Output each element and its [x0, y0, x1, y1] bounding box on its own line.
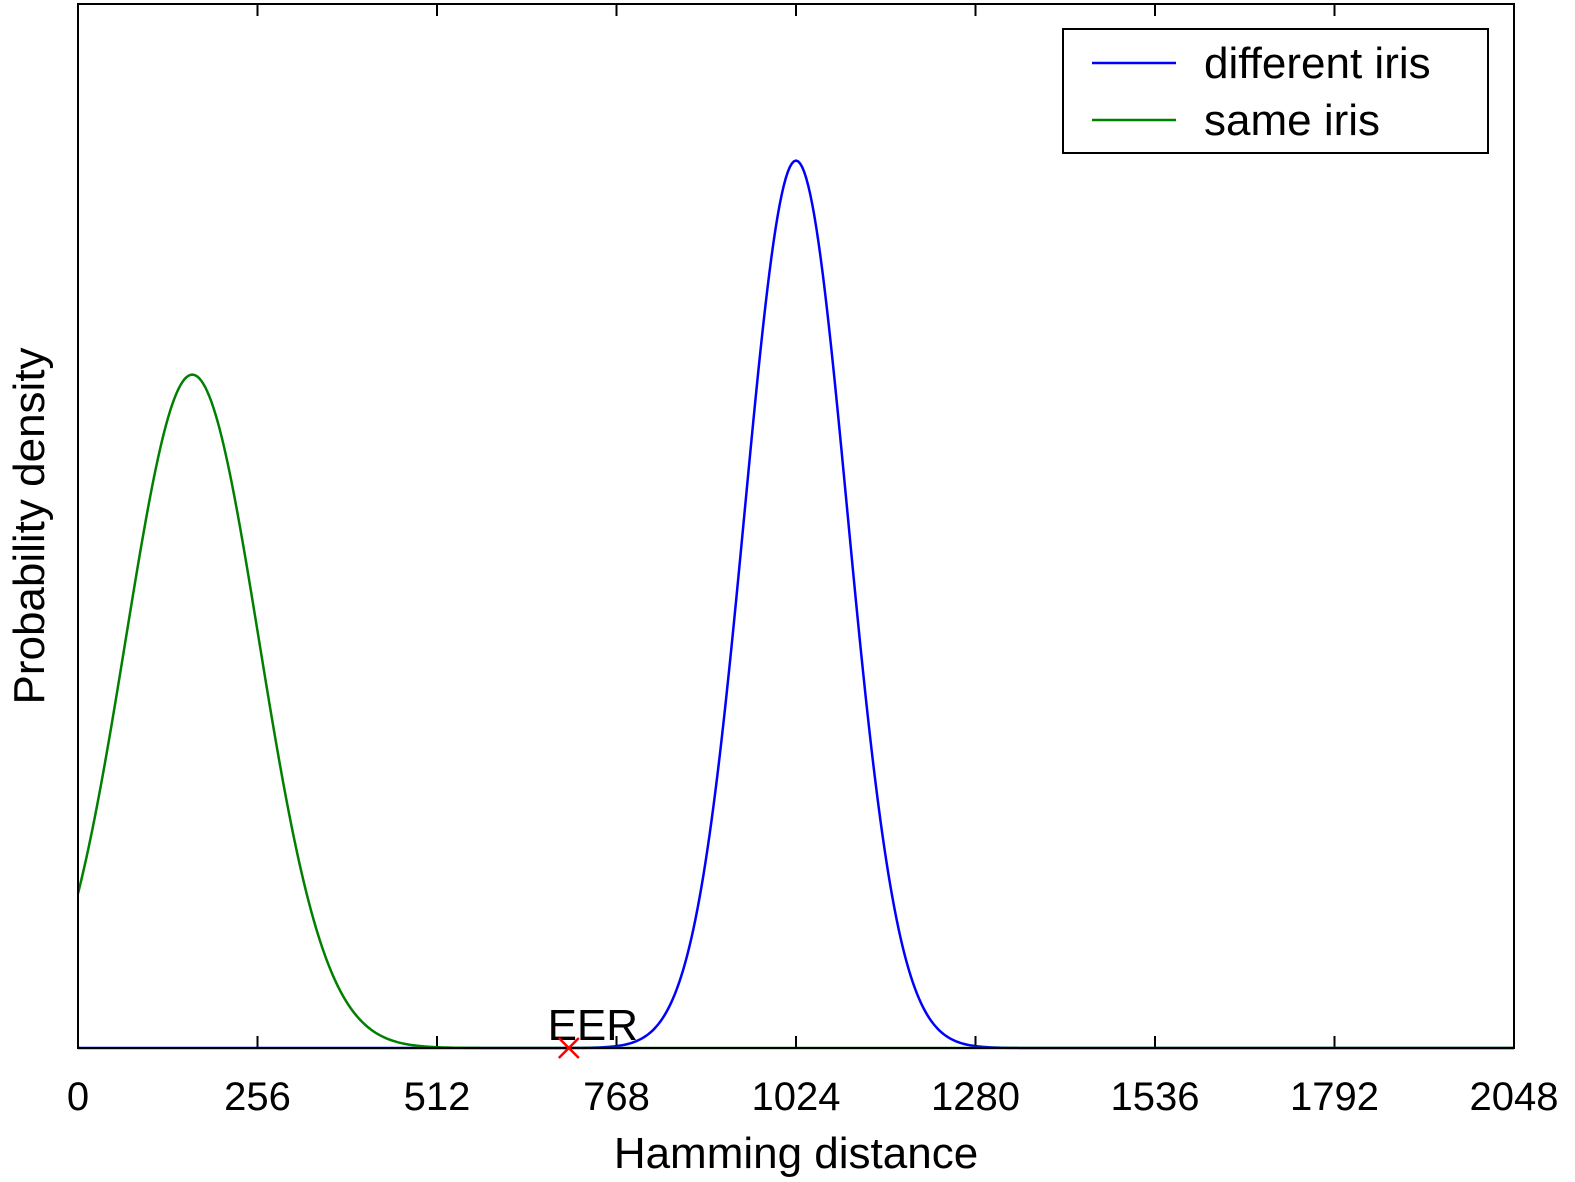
- x-tick-label-1024: 1024: [752, 1075, 841, 1119]
- legend-label-same-iris: same iris: [1204, 96, 1380, 145]
- x-tick-label-0: 0: [67, 1075, 89, 1119]
- plot-frame: [77, 3, 1515, 1049]
- ticks: [77, 4, 1515, 1048]
- eer-annotation: EER: [548, 1001, 638, 1059]
- x-tick-label-512: 512: [404, 1075, 471, 1119]
- legend-label-different-iris: different iris: [1204, 39, 1431, 88]
- eer-marker: [557, 1037, 580, 1059]
- x-tick-label-1280: 1280: [931, 1075, 1020, 1119]
- x-tick-labels: 0 256 512 768 1024 1280 1536 1792 2048: [67, 1075, 1559, 1119]
- x-tick-label-2048: 2048: [1470, 1075, 1559, 1119]
- legend-box: [1062, 28, 1489, 154]
- x-tick-label-1536: 1536: [1111, 1075, 1200, 1119]
- x-tick-label-1792: 1792: [1290, 1075, 1379, 1119]
- x-axis-label: Hamming distance: [614, 1129, 978, 1178]
- x-tick-label-256: 256: [224, 1075, 291, 1119]
- plot-background: [78, 4, 1514, 1048]
- x-tick-label-768: 768: [583, 1075, 650, 1119]
- legend: different iris same iris: [1062, 28, 1489, 154]
- eer-label: EER: [548, 1001, 638, 1050]
- y-axis-label: Probability density: [5, 347, 54, 704]
